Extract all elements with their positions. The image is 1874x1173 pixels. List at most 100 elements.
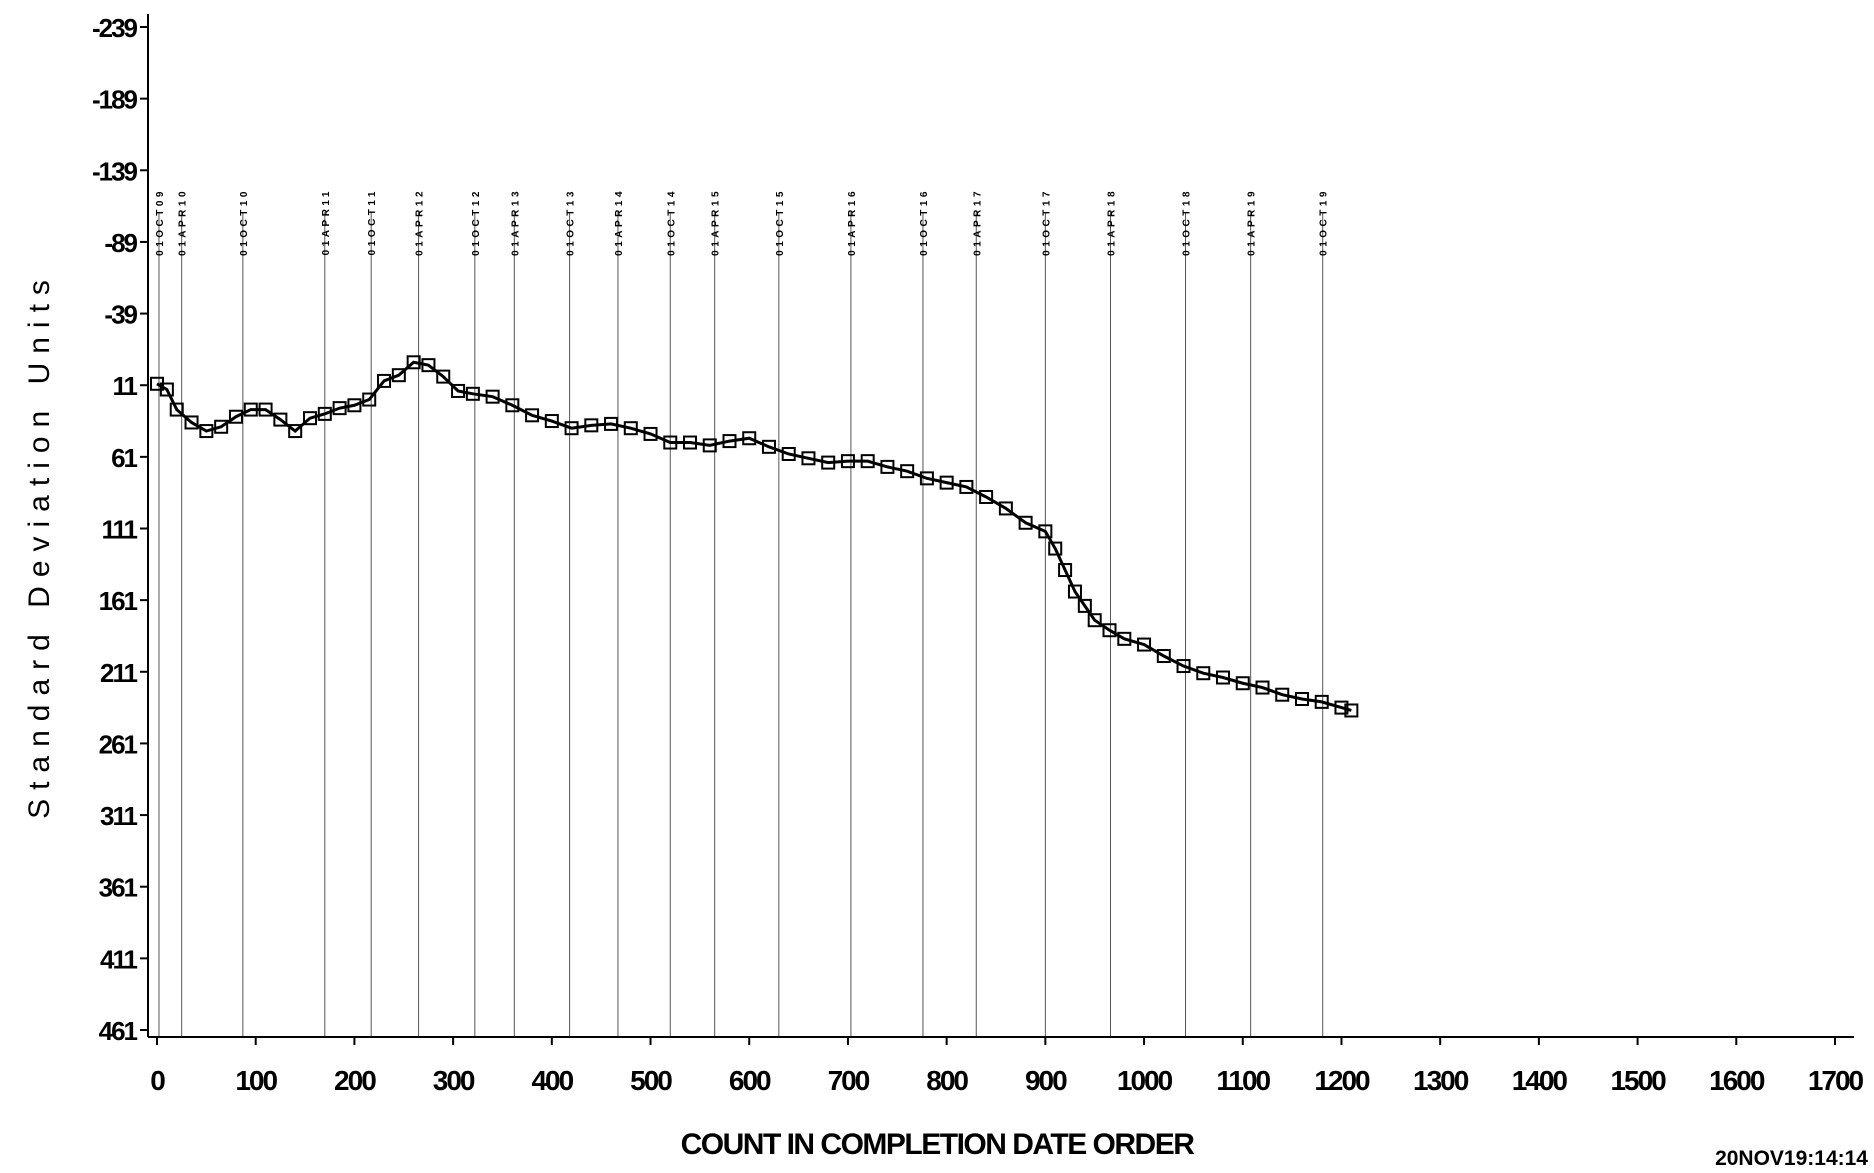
data-point (604, 416, 619, 431)
data-point (959, 479, 974, 494)
data-point (979, 489, 994, 504)
data-point (880, 459, 895, 474)
reference-line-label: 01APR13 (510, 188, 521, 256)
data-point (1275, 687, 1290, 702)
reference-line-label: 01APR19 (1247, 188, 1258, 256)
data-point (525, 408, 540, 423)
data-point (485, 389, 500, 404)
data-point (302, 411, 317, 426)
data-point (1344, 703, 1359, 718)
data-point (584, 418, 599, 433)
reference-line-label: 01OCT17 (1041, 188, 1052, 256)
x-ticks: 0 100 200 300 400 500 600 700 800 900 1000 1100 1200… (150, 1037, 1866, 1096)
y-tick-label: -139 (92, 156, 138, 186)
data-point (505, 398, 520, 413)
data-point (362, 392, 377, 407)
data-point (742, 431, 757, 446)
y-ticks: -239 -189 -139 -89 -39 11 61 111 161 211 261 311 361… (92, 13, 148, 1046)
data-point (1077, 598, 1092, 613)
reference-line-label: 01OCT11 (367, 188, 378, 255)
data-point (1334, 700, 1349, 715)
y-tick-label: 61 (111, 443, 137, 473)
reference-lines: 01OCT09 01APR10 01OCT10 01APR11 01OCT11 01APR… (155, 188, 1330, 1037)
data-point (998, 501, 1013, 516)
data-point (421, 358, 436, 373)
y-tick-label: -189 (92, 85, 138, 115)
data-point (199, 424, 214, 439)
x-tick-label: 1400 (1512, 1065, 1568, 1096)
x-tick-label: 600 (729, 1065, 771, 1096)
y-tick-label: -39 (104, 300, 137, 330)
data-point (761, 439, 776, 454)
x-tick-label: 1100 (1216, 1065, 1270, 1096)
y-tick-label: 211 (100, 658, 137, 688)
data-point (159, 382, 174, 397)
data-point (1038, 524, 1053, 539)
data-point (1087, 613, 1102, 628)
y-tick-label: 461 (99, 1016, 138, 1046)
reference-line-label: 01APR11 (321, 188, 332, 255)
x-axis-label: COUNT IN COMPLETION DATE ORDER (680, 1128, 1195, 1161)
y-tick-label: -239 (92, 13, 138, 43)
x-tick-label: 1700 (1808, 1065, 1864, 1096)
y-axis-label-text: Standard Deviation Units (23, 271, 56, 819)
x-tick-label: 1300 (1413, 1065, 1469, 1096)
data-point (243, 402, 258, 417)
timestamp: 20NOV19:14:14 (1715, 1147, 1868, 1170)
data-point (781, 446, 796, 461)
x-tick-label: 0 (150, 1065, 165, 1096)
x-tick-label: 1500 (1610, 1065, 1666, 1096)
data-point (258, 402, 273, 417)
x-tick-label: 1200 (1314, 1065, 1370, 1096)
y-tick-label: 261 (99, 729, 138, 759)
reference-line-label: 01APR14 (614, 188, 625, 256)
y-tick-label: 161 (99, 586, 138, 616)
reference-line-label: 01OCT12 (471, 188, 482, 256)
y-tick-label: 11 (113, 371, 138, 401)
data-point (465, 386, 480, 401)
y-tick-label: 311 (100, 801, 137, 831)
reference-line-label: 01OCT19 (1319, 188, 1330, 256)
reference-line-label: 01OCT13 (566, 188, 577, 256)
data-point (1117, 631, 1132, 646)
x-tick-label: 500 (630, 1065, 672, 1096)
data-point (1156, 649, 1171, 664)
data-point (900, 464, 915, 479)
data-point (1048, 541, 1063, 556)
x-tick-label: 1000 (1117, 1065, 1173, 1096)
x-tick-label: 1600 (1709, 1065, 1765, 1096)
data-point (332, 401, 347, 416)
reference-line-label: 01APR15 (711, 188, 722, 256)
data-point (228, 409, 243, 424)
series-markers (150, 355, 1359, 718)
x-tick-label: 400 (531, 1065, 573, 1096)
x-tick-label: 700 (828, 1065, 870, 1096)
reference-line-label: 01OCT16 (919, 188, 930, 256)
y-tick-label: 361 (99, 873, 138, 903)
data-point (377, 373, 392, 388)
x-tick-label: 200 (334, 1065, 376, 1096)
data-point (1058, 563, 1073, 578)
data-point (643, 426, 658, 441)
data-point (1255, 680, 1270, 695)
data-point (663, 435, 678, 450)
data-point (169, 402, 184, 417)
data-point (1235, 676, 1250, 691)
data-point (801, 451, 816, 466)
axes (147, 14, 1854, 1038)
x-tick-label: 100 (235, 1065, 277, 1096)
data-point (623, 421, 638, 436)
x-tick-label: 900 (1025, 1065, 1067, 1096)
data-point (1216, 670, 1231, 685)
data-point (1018, 515, 1033, 530)
x-tick-label: 800 (926, 1065, 968, 1096)
data-point (544, 414, 559, 429)
reference-line-label: 01APR17 (972, 188, 983, 256)
data-point (840, 454, 855, 469)
reference-line-label: 01APR16 (847, 188, 858, 256)
data-point (1314, 694, 1329, 709)
data-point (939, 475, 954, 490)
data-point (821, 455, 836, 470)
reference-line-label: 01OCT18 (1182, 188, 1193, 256)
